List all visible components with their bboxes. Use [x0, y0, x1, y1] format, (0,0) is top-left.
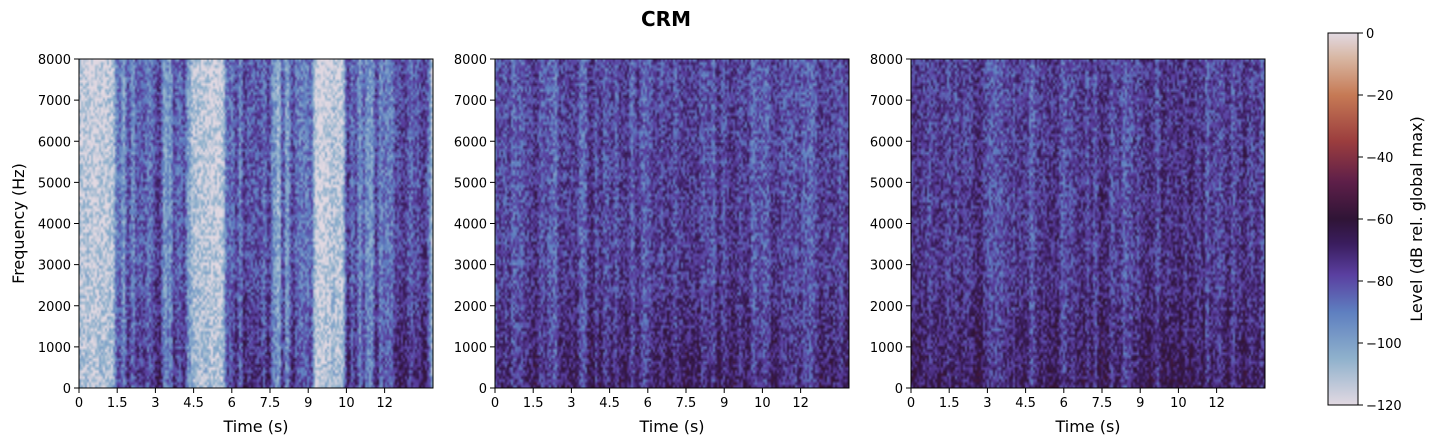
x-tick-label: 0	[907, 396, 915, 411]
spectrogram-panel-2: 0 1.5 3 4.5 6 7.5 9 10 12 0 1000 2000 3000 4000 5000 60…	[454, 53, 850, 436]
x-tick-label: 3	[983, 396, 991, 411]
colorbar-gradient	[1328, 33, 1358, 405]
x-axis-label: Time (s)	[222, 417, 288, 436]
x-tick-label: 1.5	[107, 396, 128, 411]
x-tick-label: 10	[1170, 396, 1187, 411]
x-tick-label: 6	[644, 396, 652, 411]
y-tick-label: 8000	[870, 53, 903, 68]
x-tick-label: 12	[792, 396, 809, 411]
y-tick-label: 0	[479, 382, 487, 397]
y-axis-label: Frequency (Hz)	[9, 163, 28, 284]
colorbar-tick-label: −40	[1366, 151, 1393, 166]
spectrogram-image	[911, 59, 1265, 388]
y-tick-label: 5000	[454, 176, 487, 191]
y-tick-label: 0	[63, 382, 71, 397]
x-axis-label: Time (s)	[638, 417, 704, 436]
y-tick-label: 7000	[870, 94, 903, 109]
y-tick-label: 5000	[38, 176, 71, 191]
y-tick-label: 2000	[454, 300, 487, 315]
y-tick-label: 1000	[454, 341, 487, 356]
y-tick-label: 6000	[870, 135, 903, 150]
spectrogram-image	[495, 59, 849, 388]
x-tick-label: 7.5	[676, 396, 697, 411]
figure-title: CRM	[641, 7, 691, 31]
colorbar-tick-label: −20	[1366, 89, 1393, 104]
y-tick-label: 1000	[870, 341, 903, 356]
x-tick-label: 6	[228, 396, 236, 411]
x-tick-label: 9	[720, 396, 728, 411]
x-tick-label: 12	[1208, 396, 1225, 411]
y-tick-label: 6000	[38, 135, 71, 150]
x-tick-label: 1.5	[939, 396, 960, 411]
y-tick-label: 3000	[870, 259, 903, 274]
y-tick-label: 6000	[454, 135, 487, 150]
y-tick-label: 4000	[38, 218, 71, 233]
colorbar-tick-label: −80	[1366, 275, 1393, 290]
x-tick-label: 4.5	[599, 396, 620, 411]
y-tick-label: 4000	[870, 218, 903, 233]
spectrogram-image	[79, 59, 433, 388]
y-tick-label: 4000	[454, 218, 487, 233]
spectrogram-panel-3: 0 1.5 3 4.5 6 7.5 9 10 12 0 1000 2000 3000 4000 5000 60…	[870, 53, 1266, 436]
x-tick-label: 9	[1136, 396, 1144, 411]
x-tick-label: 3	[151, 396, 159, 411]
y-tick-label: 5000	[870, 176, 903, 191]
colorbar-tick-label: −120	[1366, 399, 1402, 414]
y-tick-label: 2000	[870, 300, 903, 315]
x-tick-label: 10	[754, 396, 771, 411]
x-tick-label: 7.5	[260, 396, 281, 411]
y-tick-label: 0	[895, 382, 903, 397]
colorbar-tick-label: −100	[1366, 337, 1402, 352]
spectrogram-panel-1: 0 1.5 3 4.5 6 7.5 9 10 12 0 1000 2000 3000 4000 5000 60…	[9, 53, 434, 436]
x-tick-label: 3	[567, 396, 575, 411]
x-tick-label: 4.5	[1015, 396, 1036, 411]
y-tick-label: 8000	[38, 53, 71, 68]
y-tick-label: 7000	[454, 94, 487, 109]
y-tick-label: 1000	[38, 341, 71, 356]
spectrogram-panels: 0 1.5 3 4.5 6 7.5 9 10 1201000200030004000500060…	[9, 53, 1266, 436]
y-tick-label: 3000	[38, 259, 71, 274]
x-tick-label: 1.5	[523, 396, 544, 411]
x-tick-label: 4.5	[183, 396, 204, 411]
x-tick-label: 9	[304, 396, 312, 411]
colorbar: 0 −20 −40 −60 −80 −100 −120 Level (dB rel. glo…	[1327, 27, 1426, 414]
colorbar-label: Level (dB rel. global max)	[1407, 116, 1426, 321]
x-tick-label: 6	[1060, 396, 1068, 411]
y-tick-label: 3000	[454, 259, 487, 274]
x-axis-label: Time (s)	[1054, 417, 1120, 436]
x-tick-label: 12	[376, 396, 393, 411]
x-tick-label: 10	[338, 396, 355, 411]
colorbar-ticks: 0 −20 −40 −60 −80 −100 −120	[1358, 27, 1402, 414]
x-tick-label: 0	[491, 396, 499, 411]
y-tick-label: 7000	[38, 94, 71, 109]
colorbar-tick-label: −60	[1366, 213, 1393, 228]
x-tick-label: 7.5	[1092, 396, 1113, 411]
y-tick-label: 8000	[454, 53, 487, 68]
x-tick-label: 0	[75, 396, 83, 411]
y-tick-label: 2000	[38, 300, 71, 315]
colorbar-tick-label: 0	[1366, 27, 1374, 42]
